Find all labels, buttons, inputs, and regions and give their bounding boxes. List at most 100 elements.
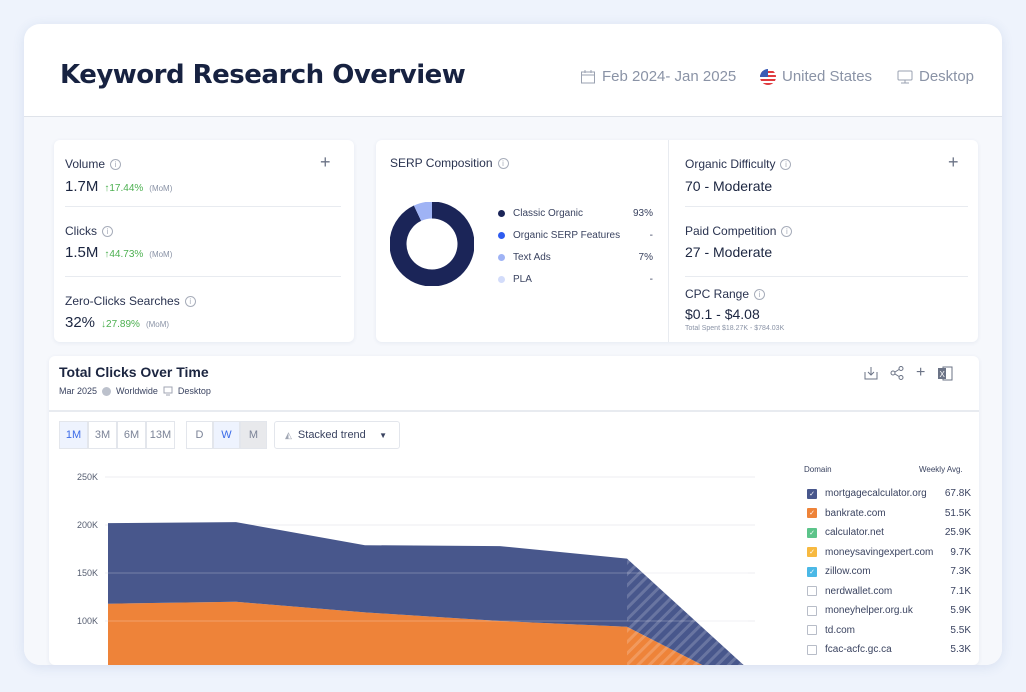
legend-dot bbox=[498, 275, 505, 283]
domain-legend-item[interactable]: td.com 5.5K bbox=[807, 621, 971, 641]
serp-legend-value: - bbox=[649, 229, 653, 241]
organic-difficulty-value: 70 - Moderate bbox=[685, 178, 773, 194]
checkbox[interactable]: ✓ bbox=[807, 488, 817, 499]
domain-legend-item[interactable]: ✓ mortgagecalculator.org 67.8K bbox=[807, 484, 971, 504]
checkbox[interactable] bbox=[807, 605, 817, 616]
area-bankrate-com[interactable] bbox=[108, 601, 703, 665]
divider bbox=[668, 140, 669, 342]
checkbox[interactable]: ✓ bbox=[807, 547, 817, 558]
add-button[interactable]: + bbox=[948, 152, 959, 172]
divider bbox=[65, 276, 341, 277]
domain-legend-item[interactable]: nerdwallet.com 7.1K bbox=[807, 582, 971, 602]
range-button-1M[interactable]: 1M bbox=[59, 421, 88, 449]
checkbox[interactable]: ✓ bbox=[807, 566, 817, 577]
domain-legend-item[interactable]: fcac-acfc.gc.ca 5.3K bbox=[807, 640, 971, 660]
domain-weekly-avg: 67.8K bbox=[944, 488, 971, 500]
domain-legend-item[interactable]: ✓ zillow.com 7.3K bbox=[807, 562, 971, 582]
paid-competition-label: Paid Competition i bbox=[685, 224, 793, 238]
serp-difficulty-card: SERP Composition i Classic Organic 93% Orga… bbox=[376, 140, 978, 342]
granularity-button-D[interactable]: D bbox=[186, 421, 213, 449]
serp-legend: Classic Organic 93% Organic SERP Features -… bbox=[498, 202, 653, 290]
area-mortgagecalculator-org[interactable] bbox=[108, 522, 744, 665]
desktop-icon bbox=[897, 70, 913, 83]
cpc-range-value: $0.1 - $4.08 bbox=[685, 306, 760, 322]
domain-weekly-avg: 5.3K bbox=[950, 644, 971, 656]
excel-icon[interactable]: X bbox=[937, 366, 953, 381]
info-icon[interactable]: i bbox=[781, 225, 793, 237]
checkbox[interactable] bbox=[807, 644, 817, 655]
legend-dot bbox=[498, 209, 505, 217]
info-icon[interactable]: i bbox=[497, 157, 509, 169]
domain-legend-item[interactable]: ✓ bankrate.com 51.5K bbox=[807, 504, 971, 524]
date-range-label: Feb 2024- Jan 2025 bbox=[602, 68, 737, 85]
divider bbox=[685, 276, 968, 277]
desktop-icon bbox=[163, 386, 173, 396]
download-icon[interactable] bbox=[864, 366, 878, 380]
add-icon[interactable]: + bbox=[916, 364, 926, 381]
granularity-button-M[interactable]: M bbox=[240, 421, 267, 449]
domain-legend-item[interactable]: ✓ moneysavingexpert.com 9.7K bbox=[807, 543, 971, 563]
range-button-3M[interactable]: 3M bbox=[88, 421, 117, 449]
info-icon[interactable]: i bbox=[102, 225, 113, 237]
chart-type-dropdown[interactable]: ◭ Stacked trend ▼ bbox=[274, 421, 400, 449]
paid-competition-value: 27 - Moderate bbox=[685, 244, 773, 260]
share-icon[interactable] bbox=[890, 366, 904, 380]
device-selector[interactable]: Desktop bbox=[897, 68, 974, 85]
domain-legend-item[interactable]: ✓ calculator.net 25.9K bbox=[807, 523, 971, 543]
country-label: United States bbox=[782, 68, 873, 85]
range-buttons: 1M 3M 6M 13M bbox=[59, 421, 175, 449]
checkbox[interactable]: ✓ bbox=[807, 508, 817, 519]
checkbox[interactable] bbox=[807, 625, 817, 636]
domain-weekly-avg: 7.1K bbox=[950, 585, 971, 597]
serp-legend-value: 7% bbox=[638, 251, 653, 263]
serp-title: SERP Composition i bbox=[390, 156, 509, 170]
divider bbox=[24, 116, 1002, 117]
globe-icon bbox=[102, 386, 112, 396]
country-selector[interactable]: United States bbox=[760, 68, 872, 85]
y-tick-label: 250K bbox=[77, 472, 98, 482]
domain-weekly-avg: 9.7K bbox=[950, 546, 971, 558]
domain-weekly-avg: 5.5K bbox=[950, 624, 971, 636]
serp-legend-value: 93% bbox=[632, 207, 653, 219]
info-icon[interactable]: i bbox=[184, 295, 196, 307]
clicks-value: 1.5M ↑44.73% (MoM) bbox=[65, 244, 173, 261]
info-icon[interactable]: i bbox=[780, 158, 792, 170]
domain-weekly-avg: 25.9K bbox=[944, 527, 971, 539]
legend-header-avg: Weekly Avg. bbox=[919, 465, 963, 474]
info-icon[interactable]: i bbox=[754, 288, 766, 300]
serp-legend-item: Text Ads 7% bbox=[498, 246, 653, 268]
serp-legend-item: PLA - bbox=[498, 268, 653, 290]
chart-meta: Mar 2025 Worldwide Desktop bbox=[59, 386, 211, 396]
chart-title: Total Clicks Over Time bbox=[59, 364, 209, 380]
total-spent: Total Spent $18.27K - $784.03K bbox=[685, 325, 785, 332]
info-icon[interactable]: i bbox=[110, 158, 122, 170]
date-range[interactable]: Feb 2024- Jan 2025 bbox=[580, 68, 736, 85]
checkbox[interactable]: ✓ bbox=[807, 527, 817, 538]
range-button-6M[interactable]: 6M bbox=[117, 421, 146, 449]
clicks-label: Clicks i bbox=[65, 224, 113, 238]
serp-legend-item: Classic Organic 93% bbox=[498, 202, 653, 224]
granularity-button-W[interactable]: W bbox=[213, 421, 240, 449]
domain-weekly-avg: 51.5K bbox=[944, 507, 971, 519]
donut-slice-0[interactable] bbox=[390, 202, 474, 286]
y-tick-label: 100K bbox=[77, 616, 98, 626]
device-label: Desktop bbox=[919, 68, 975, 85]
zero-clicks-value: 32% ↓27.89% (MoM) bbox=[65, 314, 170, 331]
serp-legend-label: Text Ads bbox=[513, 251, 551, 263]
area-chart-icon: ◭ bbox=[285, 429, 292, 440]
serp-legend-item: Organic SERP Features - bbox=[498, 224, 653, 246]
svg-text:X: X bbox=[940, 370, 946, 379]
add-button[interactable]: + bbox=[320, 152, 331, 172]
clicks-chart-card: Total Clicks Over Time Mar 2025 Worldwid… bbox=[49, 356, 979, 665]
us-flag-icon bbox=[760, 68, 776, 85]
donut-slice-2[interactable] bbox=[413, 202, 433, 222]
domain-legend: ✓ mortgagecalculator.org 67.8K ✓ bankrate.co… bbox=[807, 484, 971, 660]
serp-legend-label: Organic SERP Features bbox=[513, 229, 621, 241]
domain-name: nerdwallet.com bbox=[825, 585, 893, 597]
domain-name: moneysavingexpert.com bbox=[825, 546, 934, 558]
cpc-range-label: CPC Range i bbox=[685, 287, 766, 301]
domain-legend-item[interactable]: moneyhelper.org.uk 5.9K bbox=[807, 601, 971, 621]
zero-clicks-label: Zero-Clicks Searches i bbox=[65, 294, 196, 308]
checkbox[interactable] bbox=[807, 586, 817, 597]
range-button-13M[interactable]: 13M bbox=[146, 421, 175, 449]
